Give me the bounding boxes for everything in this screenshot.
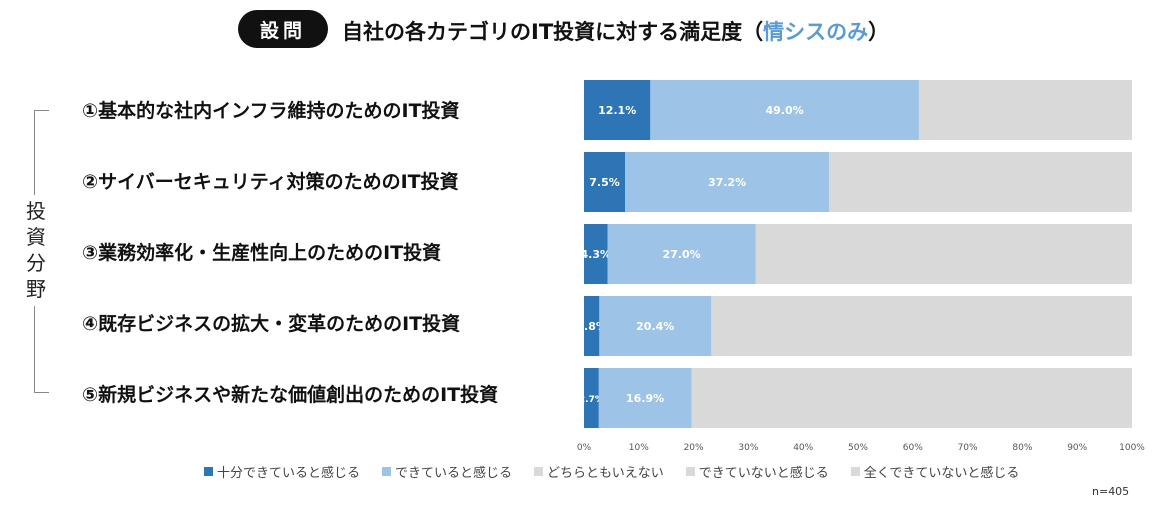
category-label-4: ④既存ビジネスの拡大・変革のためのIT投資 [82,313,461,335]
title-end: ） [868,20,890,44]
category-label-1: ①基本的な社内インフラ維持のためのIT投資 [82,100,460,122]
bracket-top [34,110,49,195]
data-label: 20.4% [636,320,674,333]
category-label-5: ⑤新規ビジネスや新たな価値創出のためのIT投資 [82,384,499,406]
title-main: 自社の各カテゴリのIT投資に対する満足度（ [342,20,764,44]
legend-label: 全くできていないと感じる [863,466,1020,481]
legend-swatch [204,467,213,476]
bar-segment [584,224,608,284]
bracket-bottom [34,306,49,393]
question-badge: 設問 [238,10,328,48]
x-tick-label: 100% [1119,443,1145,453]
data-label: 12.1% [598,104,636,117]
legend-item: 全くできていないと感じる [850,462,1020,481]
data-label: 16.9% [626,392,664,405]
legend-swatch [382,467,392,476]
legend-label: どちらともいえない [547,466,664,481]
bar-segment [650,80,919,140]
legend-label: できていないと感じる [698,466,829,481]
bar-segment [598,368,692,428]
x-tick-label: 0% [577,443,592,453]
bar-segment [584,152,626,212]
chart-title: 設問 自社の各カテゴリのIT投資に対する満足度（情シスのみ） [0,10,1170,50]
x-tick-label: 50% [848,443,868,453]
legend-item: できていないと感じる [685,462,829,481]
legend: 十分できていると感じる できていると感じる どちらともいえない できていないと感… [204,462,1019,481]
side-label-char: 分 [26,251,46,275]
x-tick-label: 10% [629,443,649,453]
category-label-2: ②サイバーセキュリティ対策のためのIT投資 [82,171,459,193]
data-label: 49.0% [765,104,803,117]
legend-swatch [534,467,544,476]
x-tick-label: 80% [1012,443,1032,453]
x-tick-label: 30% [738,443,758,453]
title-text: 自社の各カテゴリのIT投資に対する満足度（情シスのみ） [342,16,889,46]
bar-segment [584,368,599,428]
x-tick-label: 60% [903,443,923,453]
side-label-char: 野 [26,277,46,301]
side-label-char: 投 [26,199,46,223]
data-label: 2.7% [579,395,604,405]
bar-segment [607,224,756,284]
legend-swatch [850,467,860,476]
legend-label: 十分できていると感じる [217,466,361,481]
bar-segment [584,296,600,356]
x-tick-label: 90% [1067,443,1087,453]
x-tick-label: 70% [958,443,978,453]
legend-item: 十分できていると感じる [204,462,360,481]
legend-item: できていると感じる [382,462,512,481]
category-label-3: ③業務効率化・生産性向上のためのIT投資 [82,242,442,264]
legend-swatch [685,467,695,476]
data-label: 37.2% [708,176,746,189]
x-tick-label: 40% [793,443,813,453]
sample-size: n=405 [1092,485,1130,498]
data-label: 2.8% [576,320,607,333]
bar-segment [584,80,651,140]
title-highlight: 情シスのみ [763,20,869,44]
data-label: 27.0% [662,248,700,261]
legend-item: どちらともいえない [534,462,664,481]
bar-segment [625,152,829,212]
data-label: 7.5% [589,176,620,189]
data-label: 4.3% [581,248,612,261]
side-label-char: 資 [26,225,46,249]
x-tick-label: 20% [684,443,704,453]
side-axis-label: 投 資 分 野 [18,198,54,302]
legend-label: できていると感じる [395,466,513,481]
bar-segment [599,296,712,356]
